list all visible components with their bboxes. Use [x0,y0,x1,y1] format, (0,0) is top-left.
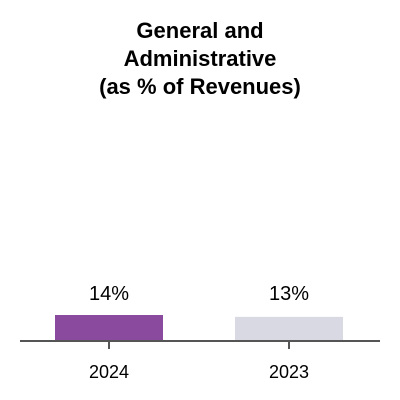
x-tick-label-2023: 2023 [269,362,309,382]
chart-title-line-3: (as % of Revenues) [99,74,301,99]
x-axis-ticks: 2024 2023 [89,341,309,382]
data-label-2024: 14% [89,283,129,305]
chart-title: General and Administrative (as % of Reve… [99,18,301,99]
chart-title-line-1: General and [136,18,263,43]
bars-group: 14% 13% [55,283,343,341]
data-label-2023: 13% [269,283,309,305]
bar-2024 [55,315,163,341]
bar-2023 [235,316,343,341]
chart-title-line-2: Administrative [124,46,277,71]
x-tick-label-2024: 2024 [89,362,129,382]
